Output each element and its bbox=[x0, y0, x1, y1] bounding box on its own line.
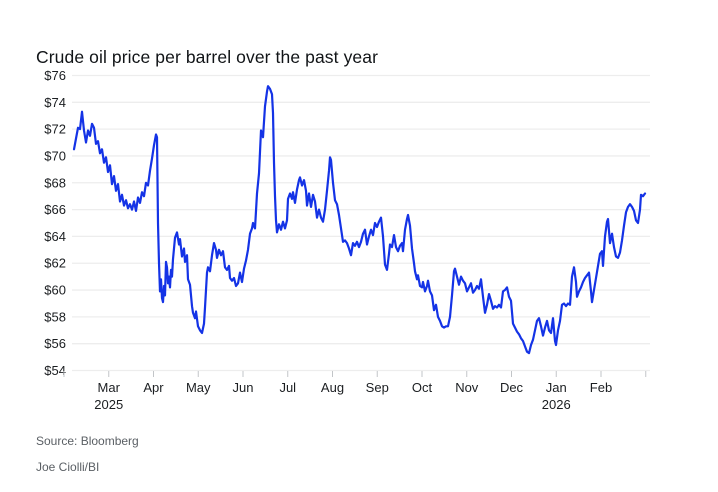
x-axis-label-may: May bbox=[186, 380, 211, 395]
source-text: Source: Bloomberg bbox=[36, 434, 139, 448]
x-axis-label-apr: Apr bbox=[143, 380, 164, 395]
x-axis-label-mar: Mar bbox=[98, 380, 121, 395]
price-line-chart: $76 $74 $72 $70 $68 $66 $64 $62 $60 $58 $56 $54 Mar 2… bbox=[44, 68, 650, 412]
x-axis-year-2026: 2026 bbox=[542, 397, 571, 412]
x-axis-label-feb: Feb bbox=[590, 380, 612, 395]
chart-footer: Source: Bloomberg Joe Ciolli/BI bbox=[36, 434, 139, 474]
y-axis-label-64: $64 bbox=[44, 229, 66, 244]
y-axis-label-58: $58 bbox=[44, 309, 66, 324]
y-axis-label-72: $72 bbox=[44, 122, 66, 137]
x-axis-label-sep: Sep bbox=[366, 380, 389, 395]
y-axis-label-70: $70 bbox=[44, 148, 66, 163]
y-axis-label-68: $68 bbox=[44, 175, 66, 190]
y-axis-label-62: $62 bbox=[44, 256, 66, 271]
x-axis-year-2025: 2025 bbox=[94, 397, 123, 412]
price-line-series bbox=[72, 85, 647, 355]
x-axis-label-nov: Nov bbox=[455, 380, 479, 395]
x-axis-label-dec: Dec bbox=[500, 380, 524, 395]
y-axis-label-60: $60 bbox=[44, 283, 66, 298]
y-axis-label-56: $56 bbox=[44, 336, 66, 351]
x-axis-label-aug: Aug bbox=[321, 380, 344, 395]
y-axis-label-74: $74 bbox=[44, 95, 66, 110]
x-axis-label-jul: Jul bbox=[279, 380, 296, 395]
x-axis-label-jan: Jan bbox=[546, 380, 567, 395]
x-axis-label-oct: Oct bbox=[412, 380, 433, 395]
chart-title: Crude oil price per barrel over the past… bbox=[36, 46, 379, 67]
y-axis-label-54: $54 bbox=[44, 363, 66, 378]
y-axis-label-76: $76 bbox=[44, 68, 66, 83]
x-axis-label-jun: Jun bbox=[233, 380, 254, 395]
byline-text: Joe Ciolli/BI bbox=[36, 460, 100, 474]
y-axis-label-66: $66 bbox=[44, 202, 66, 217]
